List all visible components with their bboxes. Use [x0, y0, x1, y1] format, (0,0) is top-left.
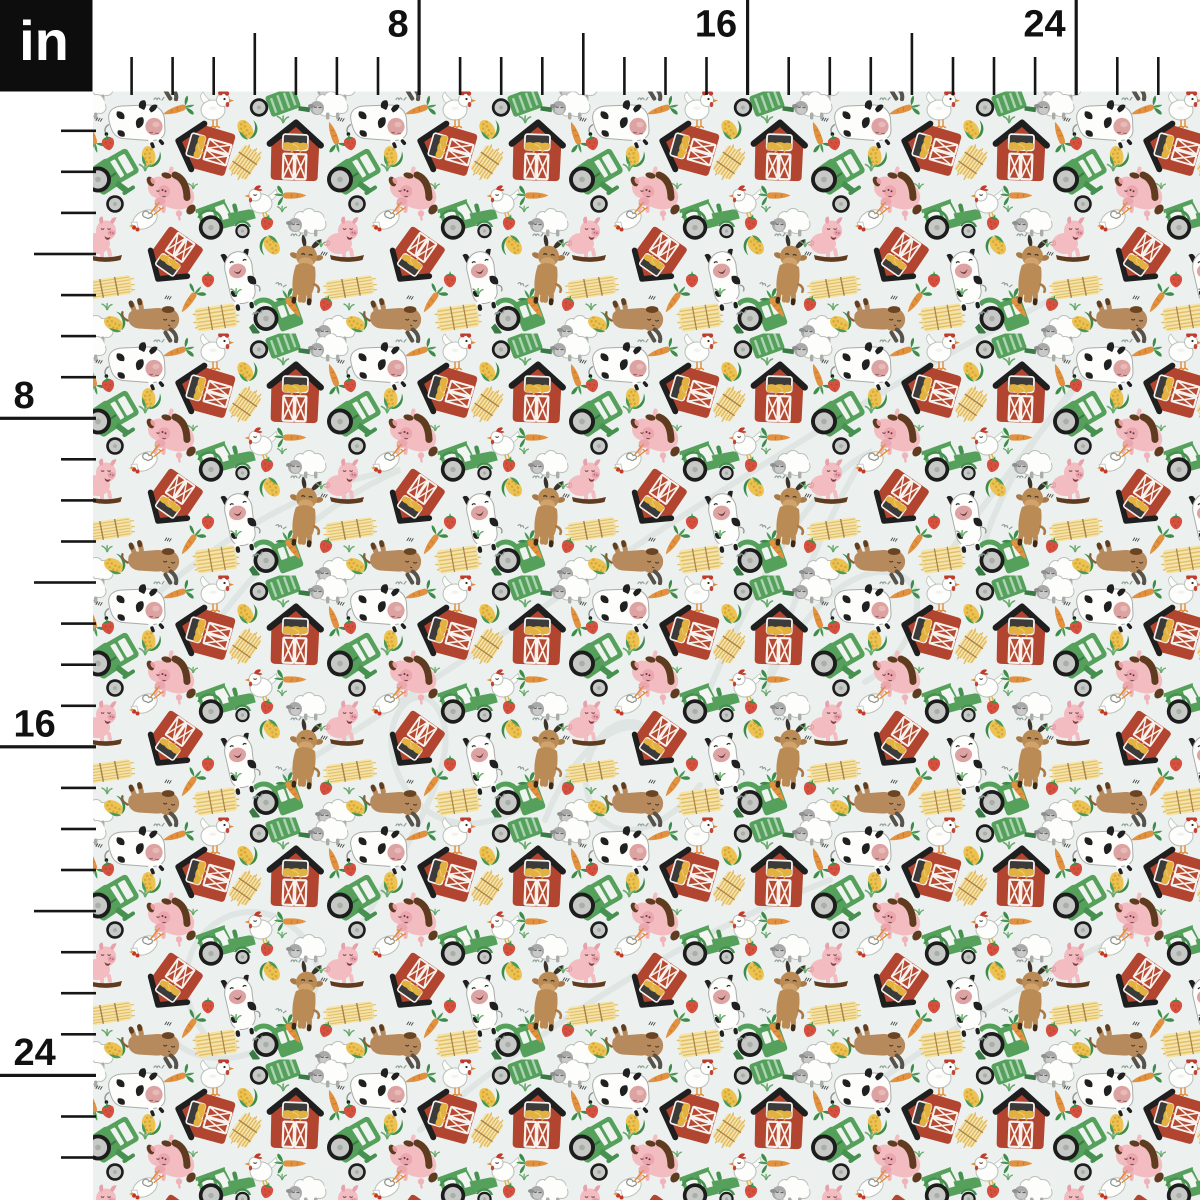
svg-text:8: 8: [14, 375, 35, 417]
svg-text:24: 24: [1023, 4, 1065, 46]
svg-text:8: 8: [387, 4, 408, 46]
svg-text:16: 16: [14, 703, 56, 745]
svg-text:16: 16: [695, 4, 737, 46]
svg-text:in: in: [19, 9, 69, 72]
svg-text:24: 24: [14, 1032, 56, 1074]
